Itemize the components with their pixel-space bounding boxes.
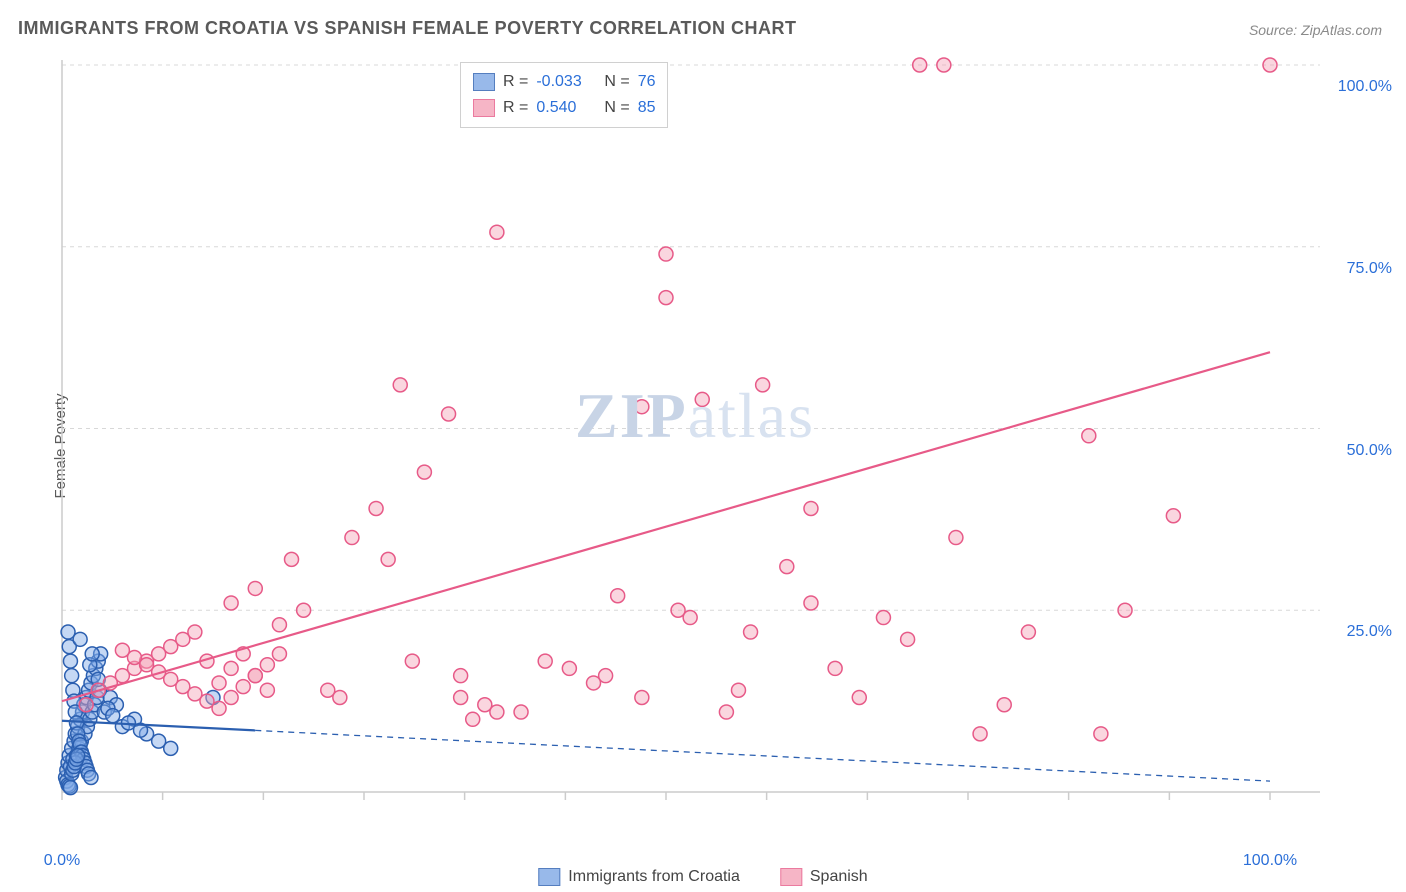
x-legend-label: Spanish — [810, 868, 868, 886]
plot-area: ZIPatlas — [50, 55, 1340, 840]
legend-r-label: R = — [503, 99, 528, 117]
y-tick-label: 75.0% — [1347, 260, 1392, 278]
legend-n-label: N = — [604, 73, 629, 91]
legend-r-value: 0.540 — [536, 99, 596, 117]
legend-swatch — [538, 868, 560, 886]
stat-legend: R = -0.033 N = 76 R = 0.540 N = 85 — [460, 62, 668, 128]
stat-legend-row: R = -0.033 N = 76 — [473, 69, 655, 95]
source-label: Source: ZipAtlas.com — [1249, 22, 1382, 38]
legend-swatch — [473, 99, 495, 117]
legend-r-label: R = — [503, 73, 528, 91]
y-tick-label: 25.0% — [1347, 623, 1392, 641]
legend-n-label: N = — [604, 99, 629, 117]
y-tick-label: 50.0% — [1347, 442, 1392, 460]
stat-legend-row: R = 0.540 N = 85 — [473, 95, 655, 121]
scatter-chart — [50, 55, 1340, 840]
x-tick-label: 100.0% — [1243, 852, 1297, 870]
x-tick-label: 0.0% — [44, 852, 80, 870]
legend-swatch — [780, 868, 802, 886]
legend-n-value: 76 — [638, 73, 656, 91]
x-legend-item: Spanish — [780, 868, 868, 886]
legend-swatch — [473, 73, 495, 91]
page-title: IMMIGRANTS FROM CROATIA VS SPANISH FEMAL… — [18, 18, 797, 39]
x-legend-item: Immigrants from Croatia — [538, 868, 740, 886]
y-tick-label: 100.0% — [1338, 78, 1392, 96]
x-legend: Immigrants from Croatia Spanish — [538, 868, 867, 886]
x-legend-label: Immigrants from Croatia — [568, 868, 740, 886]
legend-n-value: 85 — [638, 99, 656, 117]
legend-r-value: -0.033 — [536, 73, 596, 91]
